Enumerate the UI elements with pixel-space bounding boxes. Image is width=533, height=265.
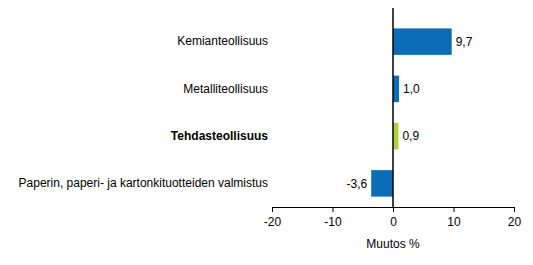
category-label: Kemianteollisuus xyxy=(177,34,268,48)
category-label: Metalliteollisuus xyxy=(183,82,268,96)
x-tick-mark xyxy=(514,207,515,212)
x-tick-mark xyxy=(454,207,455,212)
bars xyxy=(371,28,451,196)
x-tick-label: 20 xyxy=(508,215,522,229)
x-axis-title: Muutos % xyxy=(366,237,420,251)
x-axis: -20 -10 0 10 20 xyxy=(264,207,522,229)
y-tick: Metalliteollisuus xyxy=(183,82,268,96)
y-tick: Paperin, paperi- ja kartonkituotteiden v… xyxy=(19,176,268,190)
x-tick-label: 0 xyxy=(390,215,397,229)
category-label: Paperin, paperi- ja kartonkituotteiden v… xyxy=(19,176,268,190)
x-tick-mark xyxy=(393,207,394,212)
data-label: -3,6 xyxy=(347,177,368,191)
y-axis: Kemianteollisuus Metalliteollisuus Tehdast… xyxy=(19,34,269,190)
x-tick-label: -20 xyxy=(264,215,282,229)
data-label: 9,7 xyxy=(456,35,473,49)
x-tick-label: -10 xyxy=(324,215,342,229)
x-axis-line xyxy=(273,208,515,213)
x-tick-mark xyxy=(272,207,273,212)
x-tick-mark xyxy=(333,207,334,212)
y-tick: Tehdasteollisuus xyxy=(171,129,268,143)
bar xyxy=(371,170,393,196)
x-tick: 10 xyxy=(447,207,461,229)
x-tick: -20 xyxy=(264,207,282,229)
x-tick: -10 xyxy=(324,207,342,229)
x-tick: 0 xyxy=(390,207,397,229)
category-label: Tehdasteollisuus xyxy=(171,129,268,143)
y-tick: Kemianteollisuus xyxy=(177,34,268,48)
x-tick-label: 10 xyxy=(447,215,461,229)
bar xyxy=(393,28,452,54)
data-label: 0,9 xyxy=(402,129,419,143)
data-labels: 9,7 1,0 0,9 -3,6 xyxy=(347,35,473,191)
x-tick: 20 xyxy=(508,207,522,229)
chart: -20 -10 0 10 20 Kemianteollisuus Metalliteolli… xyxy=(0,0,533,265)
zero-line xyxy=(392,8,394,207)
bar xyxy=(393,76,399,102)
data-label: 1,0 xyxy=(403,82,420,96)
bar xyxy=(393,123,398,149)
